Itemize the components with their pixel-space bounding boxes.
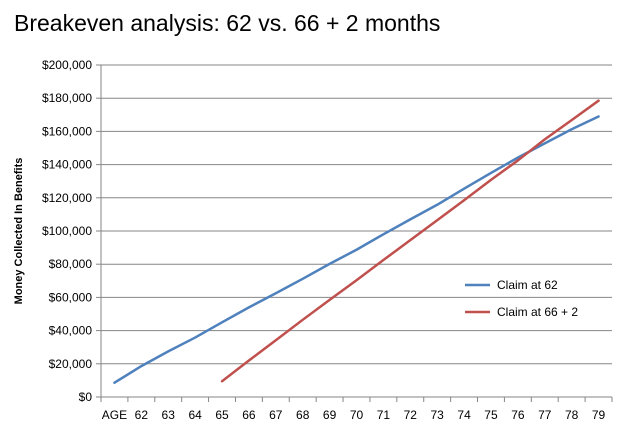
legend-label-2: Claim at 66 + 2 xyxy=(497,305,578,319)
x-tick-label: 65 xyxy=(215,408,229,422)
x-tick-label: 68 xyxy=(296,408,310,422)
y-tick-label: $40,000 xyxy=(49,324,93,338)
x-tick-label: 66 xyxy=(242,408,256,422)
x-tick-label: AGE xyxy=(102,408,127,422)
x-tick-label: 70 xyxy=(350,408,364,422)
legend-label-1: Claim at 62 xyxy=(497,278,558,292)
x-axis-tick-labels: AGE 62 63 64 65 66 67 68 69 70 71 72 73 74 75 76 77 78 79 xyxy=(102,408,606,422)
axes xyxy=(96,64,613,402)
y-tick-label: $160,000 xyxy=(42,124,92,138)
y-tick-label: $100,000 xyxy=(42,224,92,238)
x-tick-label: 77 xyxy=(538,408,552,422)
y-tick-label: $140,000 xyxy=(42,158,92,172)
y-tick-label: $180,000 xyxy=(42,91,92,105)
y-tick-label: $80,000 xyxy=(49,257,93,271)
series-lines xyxy=(113,99,600,384)
legend: Claim at 62 Claim at 66 + 2 xyxy=(465,278,578,319)
x-tick-label: 67 xyxy=(269,408,283,422)
x-tick-label: 78 xyxy=(565,408,579,422)
x-tick-label: 72 xyxy=(404,408,418,422)
x-tick-label: 69 xyxy=(323,408,337,422)
x-tick-label: 75 xyxy=(484,408,498,422)
x-tick-label: 63 xyxy=(162,408,176,422)
y-tick-label: $20,000 xyxy=(49,357,93,371)
chart-title: Breakeven analysis: 62 vs. 66 + 2 months xyxy=(14,10,441,36)
gridlines xyxy=(101,64,612,365)
series-line-2 xyxy=(220,99,600,383)
series-line-1 xyxy=(113,115,600,384)
x-tick-label: 79 xyxy=(592,408,606,422)
y-tick-label: $60,000 xyxy=(49,290,93,304)
x-tick-label: 76 xyxy=(511,408,525,422)
y-axis-title: Money Collected In Benefits xyxy=(13,158,25,305)
x-tick-label: 73 xyxy=(431,408,445,422)
x-tick-label: 62 xyxy=(135,408,149,422)
y-tick-label: $200,000 xyxy=(42,58,92,72)
x-tick-label: 64 xyxy=(188,408,202,422)
y-tick-label: $0 xyxy=(79,390,93,404)
x-tick-label: 71 xyxy=(377,408,391,422)
y-axis-tick-labels: $0 $20,000 $40,000 $60,000 $80,000 $100,000 $1… xyxy=(42,58,92,404)
y-tick-label: $120,000 xyxy=(42,191,92,205)
x-tick-label: 74 xyxy=(457,408,471,422)
